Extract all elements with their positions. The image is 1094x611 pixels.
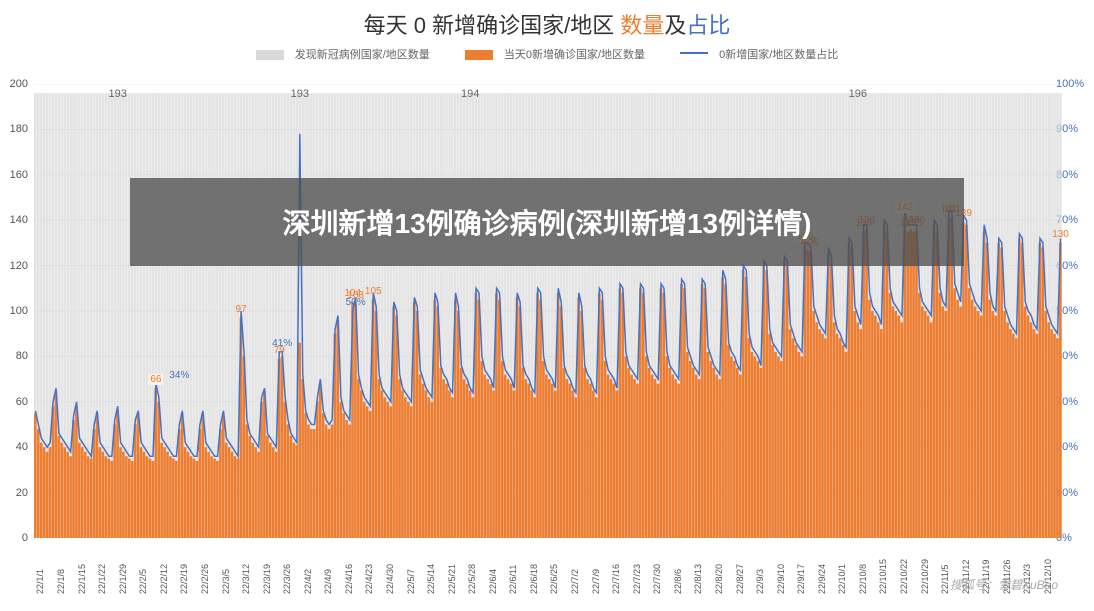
legend-label-orange: 当天0新增确诊国家/地区数量 xyxy=(504,49,645,61)
overlay-text: 深圳新增13例确诊病例(深圳新增13例详情) xyxy=(283,202,812,242)
legend-item-blue: 0新增国家/地区数量占比 xyxy=(672,49,846,61)
overlay-banner: 深圳新增13例确诊病例(深圳新增13例详情) xyxy=(130,178,964,266)
title-blue: 占比 xyxy=(686,13,730,38)
legend-label-blue: 0新增国家/地区数量占比 xyxy=(719,49,838,61)
x-axis-labels: 22/1/122/1/822/1/1522/1/2222/1/2922/2/52… xyxy=(34,540,1062,600)
legend: 发现新冠病例国家/地区数量 当天0新增确诊国家/地区数量 0新增国家/地区数量占… xyxy=(0,46,1094,62)
chart-container: 每天 0 新增确诊国家/地区 数量及占比 发现新冠病例国家/地区数量 当天0新增… xyxy=(0,0,1094,611)
title-orange: 数量 xyxy=(620,13,664,38)
chart-title: 每天 0 新增确诊国家/地区 数量及占比 xyxy=(0,0,1094,40)
title-pre: 每天 0 新增确诊国家/地区 xyxy=(364,13,621,38)
watermark: 搜狐号：雪碧XuBao xyxy=(950,576,1058,593)
legend-item-gray: 发现新冠病例国家/地区数量 xyxy=(248,49,438,61)
title-mid: 及 xyxy=(664,13,686,38)
legend-item-orange: 当天0新增确诊国家/地区数量 xyxy=(457,49,653,61)
legend-label-gray: 发现新冠病例国家/地区数量 xyxy=(295,49,430,61)
legend-swatch-orange xyxy=(465,50,493,60)
legend-swatch-blue xyxy=(680,52,708,54)
plot-area xyxy=(34,84,1062,538)
legend-swatch-gray xyxy=(256,50,284,60)
y-axis-left: 020406080100120140160180200 xyxy=(0,84,30,538)
